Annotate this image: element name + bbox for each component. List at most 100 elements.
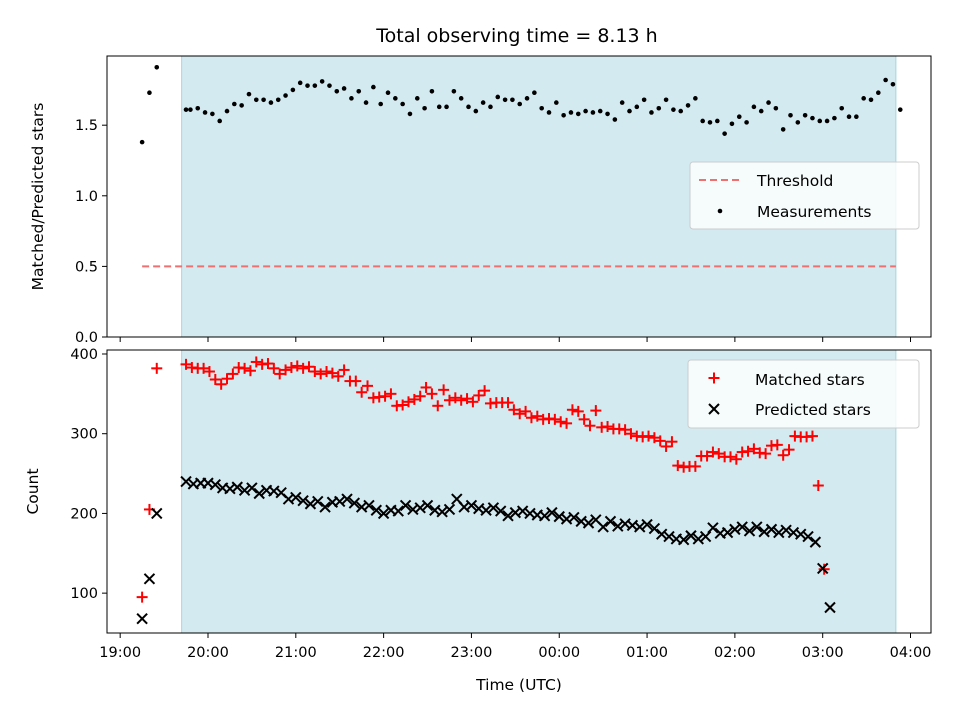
- matched-star-point: [274, 368, 286, 380]
- matched-star-point: [379, 390, 391, 402]
- legend-plus-marker: [708, 372, 720, 384]
- marker-stroke: [655, 528, 668, 540]
- predicted-star-point: [370, 504, 383, 516]
- marker-stroke: [246, 482, 258, 494]
- predicted-star-point: [421, 499, 434, 512]
- matched-star-point: [250, 356, 262, 368]
- matched-star-point: [730, 453, 742, 465]
- measurement-point: [458, 96, 464, 101]
- marker-stroke: [253, 487, 265, 500]
- marker-stroke: [480, 504, 492, 516]
- matched-star-point: [473, 389, 485, 401]
- predicted-star-point: [663, 530, 675, 543]
- predicted-star-point: [319, 501, 331, 513]
- measurement-point: [363, 100, 369, 105]
- measurement-point: [795, 120, 801, 125]
- measurement-point: [627, 108, 632, 114]
- matched-star-point: [402, 396, 414, 408]
- marker-stroke: [736, 521, 748, 533]
- predicted-star-point: [707, 522, 719, 534]
- marker-stroke: [407, 503, 419, 516]
- measurement-point: [312, 83, 318, 88]
- matched-stars-layer: [136, 356, 830, 603]
- marker-stroke: [648, 522, 661, 535]
- matched-star-point: [321, 366, 333, 378]
- legend-matched-label: Matched stars: [755, 371, 865, 389]
- marker-stroke: [708, 403, 720, 415]
- matched-star-point: [385, 388, 397, 400]
- x-tick-label: 02:00: [714, 645, 756, 661]
- measurement-point: [883, 77, 888, 83]
- matched-star-point: [648, 432, 660, 444]
- measurement-point: [649, 110, 654, 115]
- marker-stroke: [180, 475, 192, 488]
- marker-stroke: [399, 499, 412, 512]
- measurement-point: [561, 113, 566, 118]
- marker-stroke: [414, 502, 426, 514]
- measurement-point: [334, 89, 340, 94]
- matched-star-point: [338, 364, 350, 376]
- matched-star-point: [443, 394, 455, 406]
- matched-star-point: [555, 416, 567, 428]
- predicted-star-point: [824, 601, 836, 614]
- marker-stroke: [334, 495, 346, 508]
- marker-stroke: [341, 493, 353, 505]
- matched-star-point: [432, 400, 444, 412]
- count-y-axis: 100 200 300 400: [70, 347, 107, 602]
- chart-title: Total observing time = 8.13 h: [375, 25, 657, 47]
- matched-star-point: [356, 386, 368, 398]
- matched-star-point: [520, 405, 532, 417]
- measurement-point: [393, 96, 398, 101]
- measurement-point: [275, 97, 281, 103]
- y-tick-label: 1.5: [75, 118, 98, 134]
- predicted-star-point: [502, 510, 514, 522]
- measurement-point: [619, 100, 625, 105]
- matched-star-point: [666, 436, 678, 448]
- ratio-x-ticks: [119, 337, 912, 342]
- marker-stroke: [136, 612, 148, 625]
- measurement-point: [495, 94, 501, 100]
- measurement-point: [744, 120, 749, 125]
- marker-stroke: [780, 524, 792, 536]
- matched-star-point: [713, 448, 725, 460]
- marker-stroke: [304, 498, 317, 510]
- measurement-point: [217, 118, 222, 124]
- matched-star-point: [244, 365, 256, 377]
- measurement-point: [488, 104, 493, 110]
- measurement-point: [766, 100, 771, 105]
- measurement-point: [868, 97, 874, 103]
- marker-stroke: [758, 526, 770, 538]
- matched-star-point: [584, 420, 596, 432]
- matched-star-point: [291, 360, 303, 372]
- measurement-point: [663, 97, 669, 103]
- predicted-star-point: [568, 511, 580, 524]
- marker-stroke: [326, 496, 339, 508]
- marker-stroke: [590, 514, 602, 526]
- measurement-point: [729, 121, 735, 127]
- matched-star-point: [806, 430, 818, 442]
- matched-star-point: [285, 362, 297, 374]
- measurement-point: [261, 97, 266, 103]
- predicted-star-point: [238, 484, 251, 497]
- measurement-point: [444, 104, 449, 110]
- marker-stroke: [641, 518, 653, 531]
- matched-star-point: [619, 424, 631, 436]
- matched-star-point: [414, 390, 426, 402]
- marker-stroke: [319, 501, 331, 513]
- matched-star-point: [689, 460, 701, 472]
- measurement-point: [400, 101, 405, 107]
- predicted-star-point: [604, 515, 617, 528]
- marker-stroke: [612, 520, 624, 532]
- predicted-star-point: [758, 526, 770, 538]
- measurement-point: [407, 111, 413, 117]
- measurement-point: [283, 93, 288, 98]
- measurement-point: [268, 100, 274, 105]
- predicted-star-point: [151, 507, 163, 520]
- matched-star-point: [590, 405, 602, 417]
- predicted-star-point: [692, 533, 704, 545]
- measurement-point: [832, 115, 837, 121]
- measurement-point: [846, 114, 852, 120]
- predicted-star-point: [487, 502, 500, 514]
- predicted-star-point: [809, 536, 822, 548]
- predicted-star-point: [341, 493, 353, 505]
